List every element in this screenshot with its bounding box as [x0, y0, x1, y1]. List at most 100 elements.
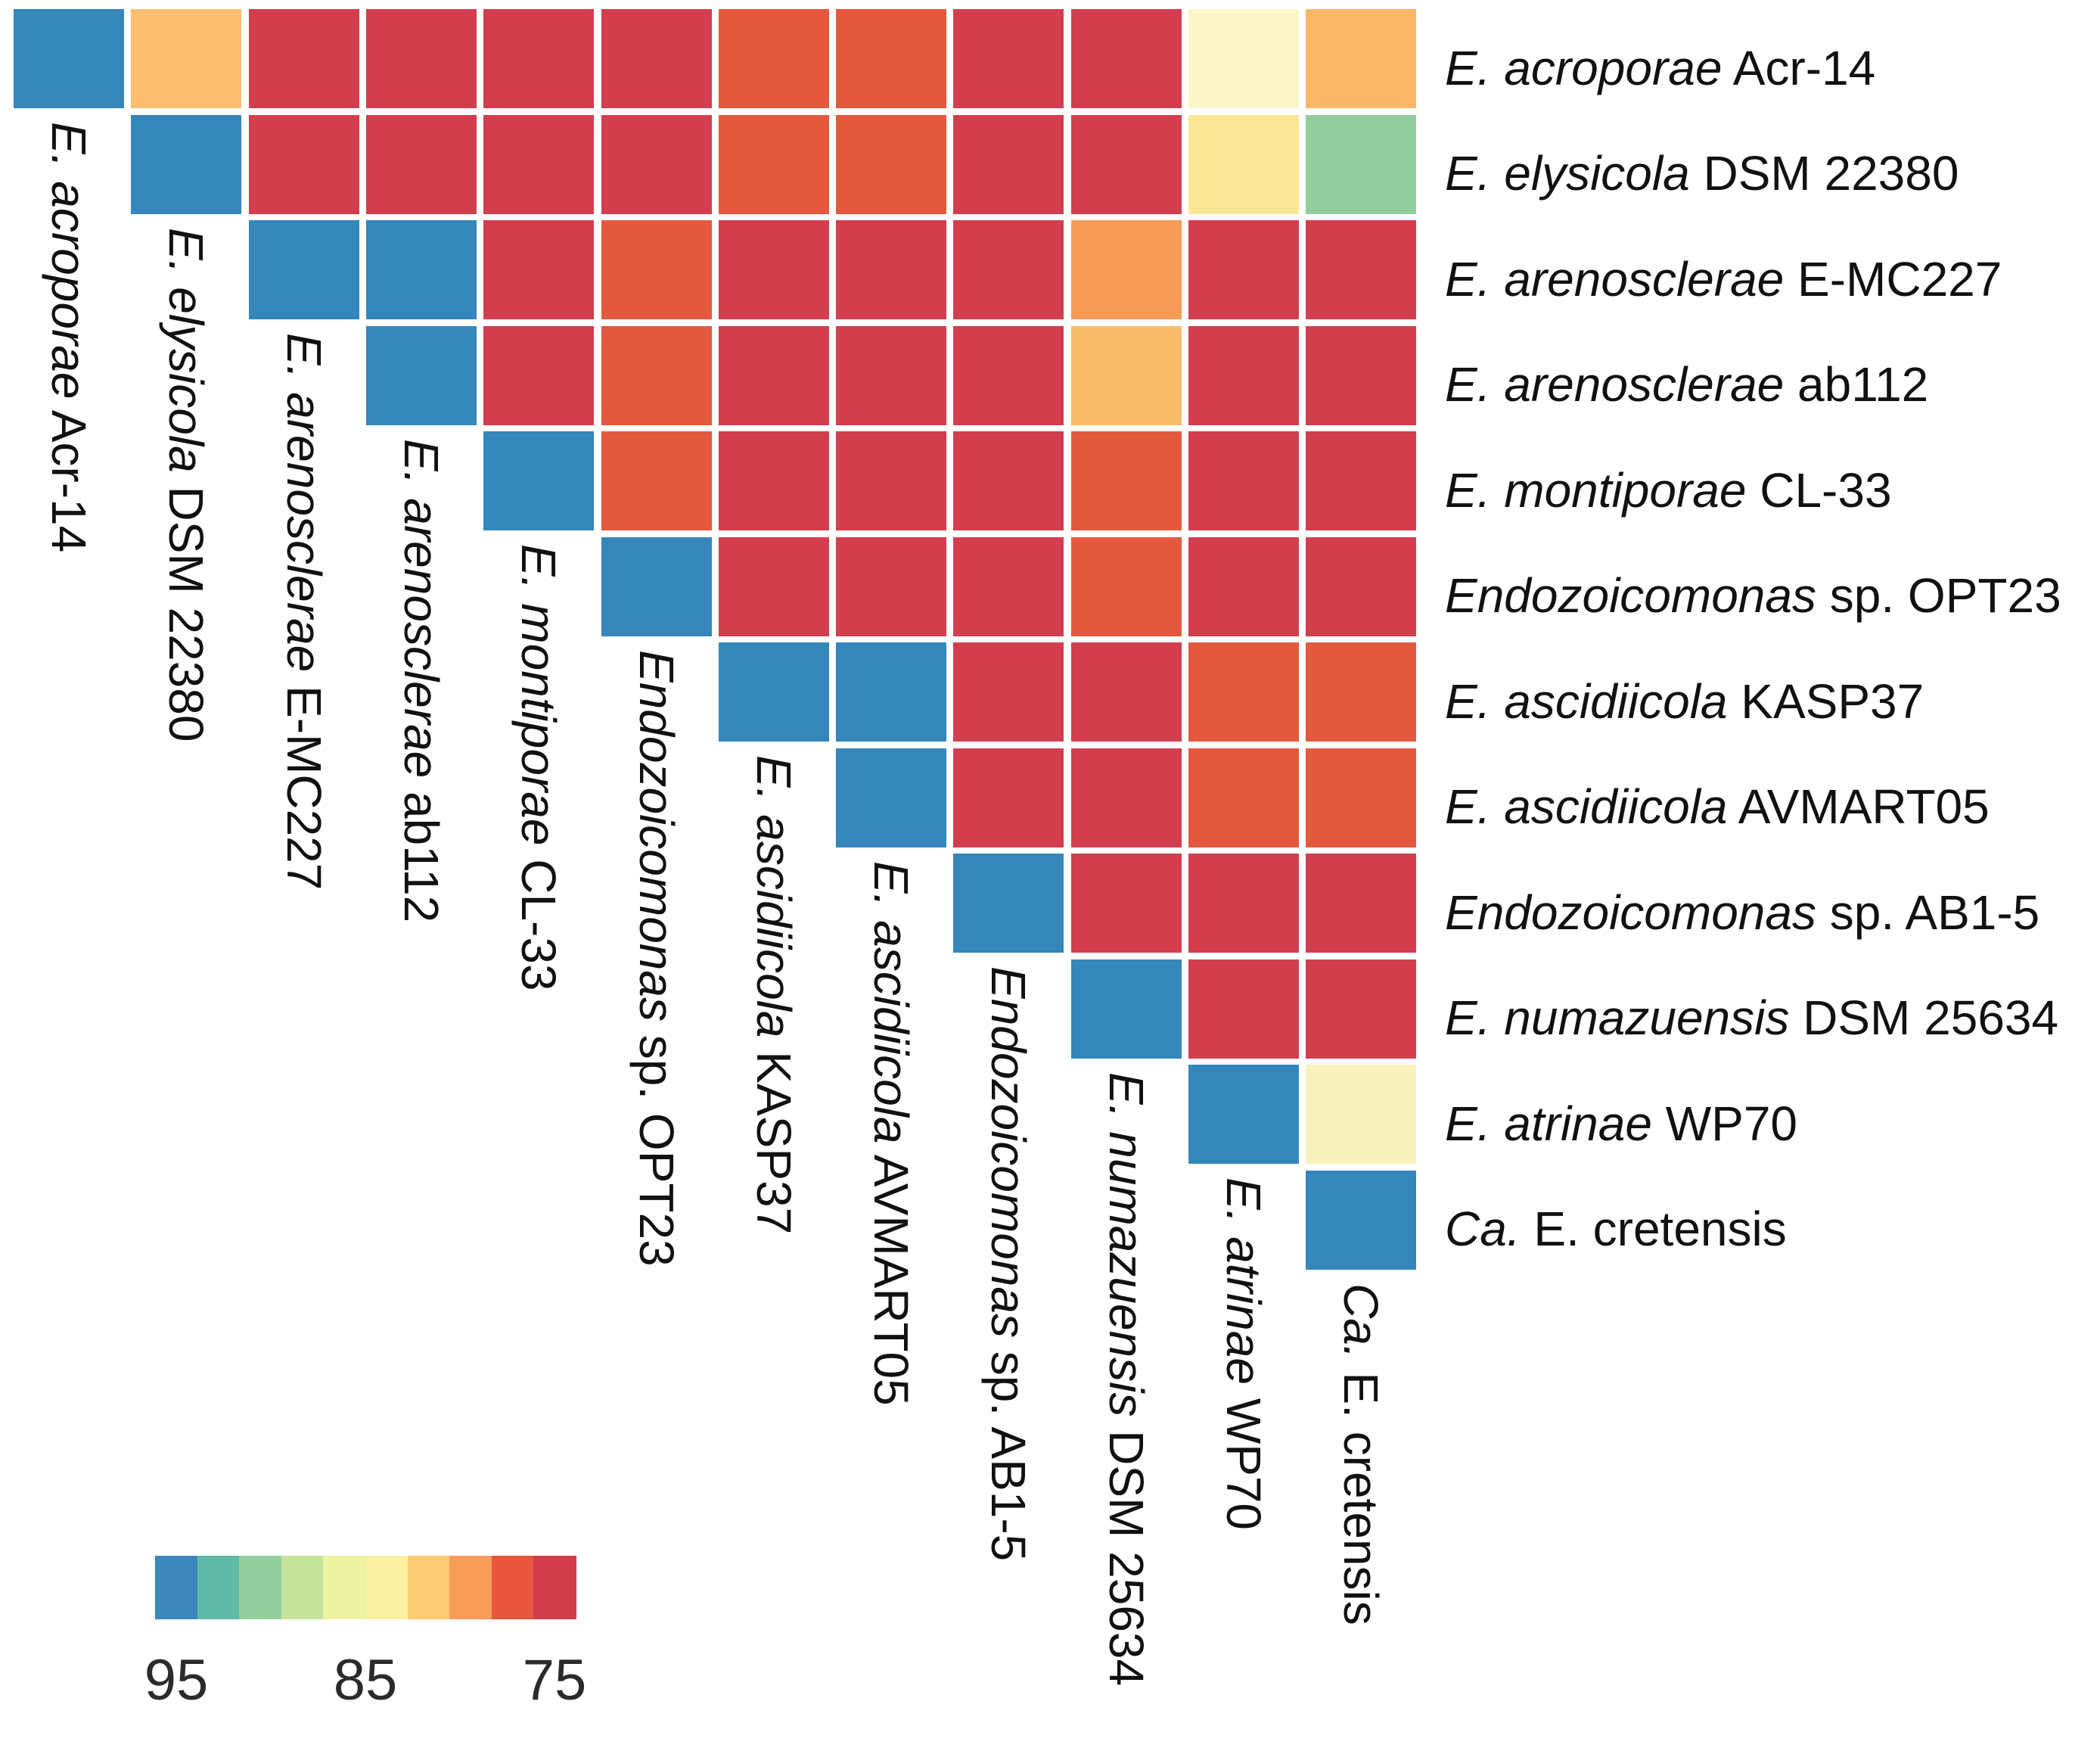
heatmap-cell-r4c8	[836, 325, 947, 425]
heatmap-cell-r3c7	[718, 220, 829, 319]
heatmap-cell-r8c10	[1070, 748, 1182, 847]
strain-name: sp. OPT23	[629, 1034, 684, 1267]
heatmap-cell-r7c11	[1188, 642, 1299, 742]
legend-tick-85: 85	[333, 1648, 398, 1712]
heatmap-cell-r1c4	[365, 9, 477, 108]
legend-color-block-2	[197, 1556, 241, 1619]
heatmap-cell-r7c9	[953, 642, 1064, 742]
heatmap-cell-r1c3	[248, 9, 359, 108]
legend-color-block-4	[281, 1556, 325, 1619]
strain-name: ab112	[1797, 357, 1929, 412]
row-label-12: Ca. E. cretensis	[1445, 1199, 1787, 1259]
heatmap-cell-r2c5	[483, 114, 595, 214]
strain-name: DSM 22380	[1703, 146, 1959, 201]
strain-name: E-MC227	[1797, 251, 2002, 306]
legend-color-block-3	[239, 1556, 282, 1619]
heatmap-cell-r6c10	[1070, 536, 1182, 636]
col-label-9: Endozoicomonas sp. AB1-5	[981, 966, 1036, 1561]
row-label-6: Endozoicomonas sp. OPT23	[1445, 565, 2061, 626]
heatmap-cell-r10c11	[1188, 959, 1299, 1059]
species-name: E. arenosclerae	[1445, 357, 1785, 412]
species-name: Ca.	[1334, 1283, 1389, 1359]
col-label-6: Endozoicomonas sp. OPT23	[629, 650, 684, 1267]
species-name: E. ascidiicola	[1445, 673, 1728, 729]
species-name: E. acroporae	[1445, 40, 1723, 95]
heatmap-cell-r10c10	[1070, 959, 1182, 1059]
heatmap-cell-r1c8	[836, 9, 947, 108]
species-name: Endozoicomonas	[981, 966, 1036, 1338]
heatmap-cell-r5c8	[836, 431, 947, 530]
col-label-8: E. ascidiicola AVMART05	[864, 861, 918, 1406]
heatmap-cell-r8c9	[953, 748, 1064, 847]
strain-name: E-MC227	[276, 686, 331, 891]
species-name: Endozoicomonas	[629, 649, 684, 1022]
strain-name: AVMART05	[1738, 779, 1990, 834]
heatmap-cell-r3c12	[1306, 220, 1417, 319]
legend-color-block-6	[365, 1556, 409, 1619]
col-label-3: E. arenosclerae E-MC227	[277, 333, 331, 890]
heatmap-cell-r1c5	[483, 9, 595, 108]
species-name: E. arenosclerae	[1445, 251, 1785, 306]
legend-color-block-9	[491, 1556, 535, 1619]
heatmap-cell-r5c12	[1306, 431, 1417, 530]
heatmap-cell-r2c10	[1070, 114, 1182, 214]
legend-tick-95: 95	[144, 1648, 209, 1712]
heatmap-cell-r12c12	[1306, 1170, 1417, 1270]
strain-name: AVMART05	[864, 1154, 919, 1406]
heatmap-cell-r2c6	[601, 114, 712, 214]
row-label-11: E. atrinae WP70	[1445, 1093, 1797, 1154]
heatmap-cell-r4c12	[1306, 325, 1417, 425]
strain-name: Acr-14	[1732, 40, 1876, 95]
heatmap-cell-r3c8	[836, 220, 947, 319]
row-label-3: E. arenosclerae E-MC227	[1445, 249, 2002, 309]
species-name: E. atrinae	[1216, 1177, 1271, 1385]
strain-name: CL-33	[511, 859, 567, 991]
heatmap-cell-r6c7	[718, 536, 829, 636]
heatmap-cell-r2c12	[1306, 114, 1417, 214]
strain-name: DSM 22380	[159, 485, 214, 742]
heatmap-cell-r1c6	[601, 9, 712, 108]
heatmap-cell-r2c7	[718, 114, 829, 214]
heatmap-cell-r2c4	[365, 114, 477, 214]
heatmap-cell-r2c2	[131, 114, 242, 214]
heatmap-cell-r4c5	[483, 325, 595, 425]
row-label-10: E. numazuensis DSM 25634	[1445, 987, 2058, 1048]
legend-tick-75: 75	[522, 1648, 587, 1712]
col-label-12: Ca. E. cretensis	[1334, 1283, 1388, 1625]
heatmap-cell-r5c7	[718, 431, 829, 530]
heatmap-cell-r10c12	[1306, 959, 1417, 1059]
heatmap-cell-r5c9	[953, 431, 1064, 530]
legend-color-block-10	[533, 1556, 576, 1619]
species-name: E. elysicola	[1445, 146, 1690, 201]
row-label-7: E. ascidiicola KASP37	[1445, 671, 1924, 732]
species-name: Endozoicomonas	[1445, 568, 1816, 623]
row-label-4: E. arenosclerae ab112	[1445, 354, 1928, 415]
heatmap-cell-r1c11	[1188, 9, 1299, 108]
heatmap-cell-r1c9	[953, 9, 1064, 108]
heatmap-cell-r1c2	[131, 9, 242, 108]
strain-name: ab112	[393, 791, 449, 922]
strain-name: DSM 25634	[1803, 991, 2059, 1045]
heatmap-cell-r4c10	[1070, 325, 1182, 425]
heatmap-cell-r9c10	[1070, 854, 1182, 953]
species-name: E. montiporae	[1445, 462, 1747, 518]
species-name: Endozoicomonas	[1445, 885, 1816, 940]
heatmap-cell-r3c3	[248, 220, 359, 319]
heatmap-cell-r7c8	[836, 642, 947, 742]
heatmap-cell-r1c7	[718, 9, 829, 108]
strain-name: WP70	[1665, 1096, 1797, 1151]
strain-name: CL-33	[1760, 462, 1892, 518]
heatmap-cell-r3c6	[601, 220, 712, 319]
strain-name: sp. AB1-5	[981, 1351, 1036, 1562]
heatmap-cell-r11c11	[1188, 1065, 1299, 1164]
heatmap-cell-r5c11	[1188, 431, 1299, 530]
heatmap-cell-r4c7	[718, 325, 829, 425]
species-name: E. atrinae	[1445, 1096, 1652, 1151]
heatmap-cell-r6c6	[601, 536, 712, 636]
legend-color-block-7	[407, 1556, 451, 1619]
heatmap-cell-r8c11	[1188, 748, 1299, 847]
heatmap-cell-r4c6	[601, 325, 712, 425]
heatmap-cell-r11c12	[1306, 1065, 1417, 1164]
heatmap-cell-r3c5	[483, 220, 595, 319]
species-name: E. ascidiicola	[746, 755, 801, 1038]
